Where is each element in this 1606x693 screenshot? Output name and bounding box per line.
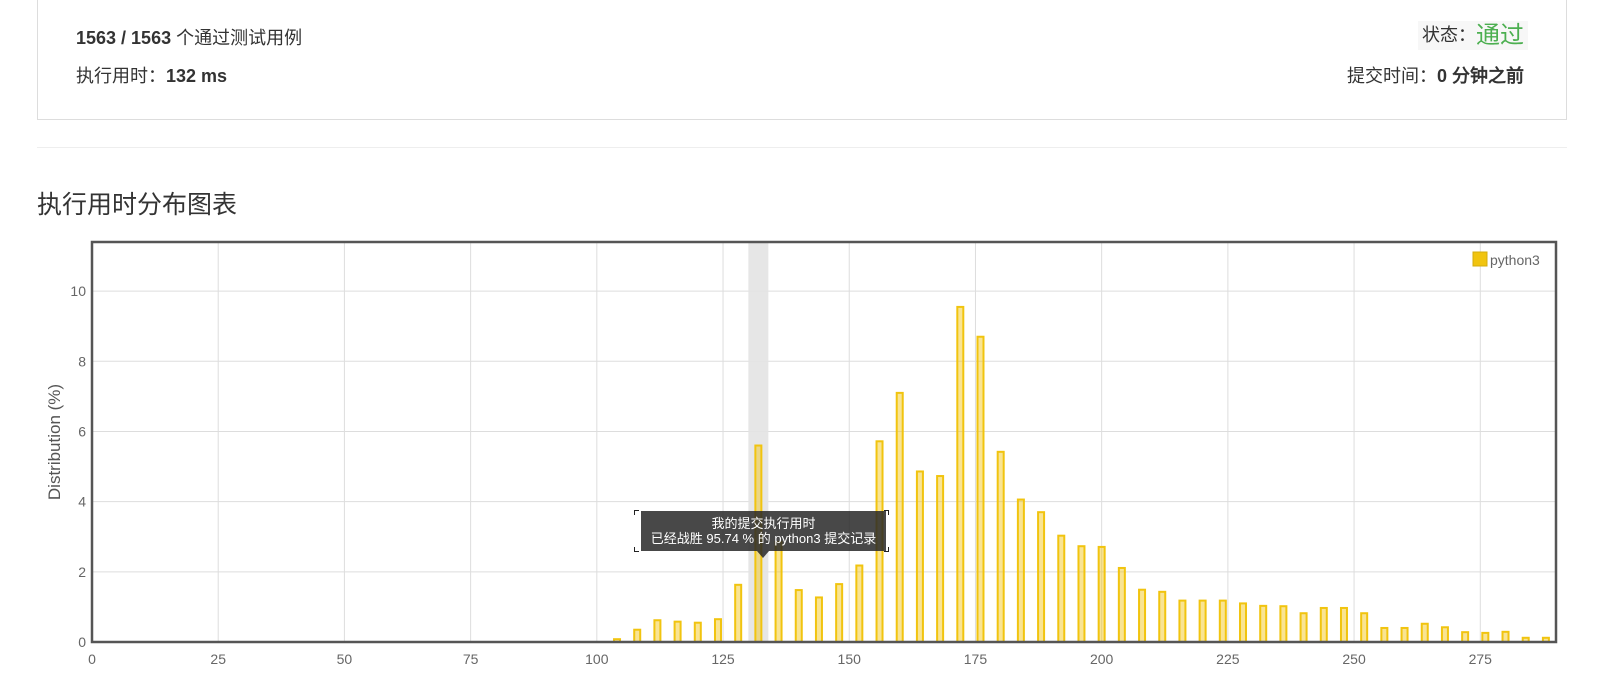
histogram-bar[interactable] bbox=[1117, 566, 1126, 643]
test-cases-passed: 1563 / 1563 个通过测试用例 bbox=[76, 26, 302, 50]
y-tick-label: 10 bbox=[70, 283, 86, 299]
histogram-bar[interactable] bbox=[1339, 606, 1348, 643]
submission-tooltip: 我的提交执行用时 已经战胜 95.74 % 的 python3 提交记录 bbox=[641, 511, 886, 551]
submit-time-label: 提交时间： bbox=[1346, 66, 1437, 86]
status-info: 状态：通过 bbox=[1418, 21, 1528, 50]
histogram-bar[interactable] bbox=[1481, 631, 1490, 644]
runtime-value: 132 ms bbox=[166, 66, 228, 86]
histogram-bar[interactable] bbox=[1299, 612, 1308, 643]
histogram-bar[interactable] bbox=[734, 583, 743, 643]
histogram-bar[interactable] bbox=[1158, 590, 1167, 643]
histogram-bar[interactable] bbox=[693, 621, 702, 643]
y-tick-label: 8 bbox=[78, 353, 86, 369]
histogram-bar[interactable] bbox=[1016, 498, 1025, 643]
submit-time-value: 0 分钟之前 bbox=[1436, 66, 1524, 86]
status-label: 状态： bbox=[1422, 25, 1476, 45]
runtime-info: 执行用时：132 ms bbox=[76, 64, 227, 88]
histogram-bar[interactable] bbox=[653, 619, 662, 643]
plot-frame bbox=[90, 240, 1558, 644]
histogram-bar[interactable] bbox=[1461, 631, 1470, 644]
histogram-bar[interactable] bbox=[1057, 534, 1066, 643]
x-tick-label: 150 bbox=[838, 651, 862, 667]
cases-passed-label: 个通过测试用例 bbox=[171, 28, 303, 48]
x-tick-label: 75 bbox=[463, 651, 479, 667]
histogram-bar[interactable] bbox=[936, 475, 945, 643]
histogram-bar[interactable] bbox=[1218, 599, 1227, 644]
submission-summary-card: 1563 / 1563 个通过测试用例 执行用时：132 ms 状态：通过 提交… bbox=[37, 0, 1567, 120]
tooltip-corner bbox=[634, 510, 639, 515]
tooltip-corner bbox=[884, 547, 889, 552]
runtime-label: 执行用时： bbox=[76, 66, 166, 86]
histogram-bar[interactable] bbox=[1037, 511, 1046, 643]
runtime-distribution-title: 执行用时分布图表 bbox=[37, 191, 238, 219]
y-axis-title: Distribution (%) bbox=[45, 384, 64, 500]
tooltip-corner bbox=[634, 547, 639, 552]
histogram-bar[interactable] bbox=[633, 628, 642, 644]
histogram-bar[interactable] bbox=[1319, 606, 1328, 643]
section-divider bbox=[37, 147, 1567, 148]
histogram-bar[interactable] bbox=[1239, 602, 1248, 643]
histogram-bar[interactable] bbox=[895, 391, 904, 643]
histogram-bar[interactable] bbox=[814, 596, 823, 644]
histogram-bar[interactable] bbox=[1279, 605, 1288, 644]
histogram-bar[interactable] bbox=[855, 564, 864, 643]
histogram-bar[interactable] bbox=[1420, 622, 1429, 644]
x-tick-label: 25 bbox=[210, 651, 226, 667]
tooltip-title: 我的提交执行用时 bbox=[711, 516, 816, 531]
histogram-bar[interactable] bbox=[956, 305, 965, 643]
histogram-bar[interactable] bbox=[835, 583, 844, 643]
x-tick-label: 50 bbox=[337, 651, 353, 667]
tooltip-arrow bbox=[757, 551, 769, 558]
tooltip-corner bbox=[884, 510, 889, 515]
histogram-bar[interactable] bbox=[1178, 599, 1187, 644]
x-tick-label: 250 bbox=[1342, 651, 1366, 667]
legend-label[interactable]: python3 bbox=[1490, 252, 1540, 268]
chart-canvas[interactable]: 0 25 50 75 100 125 150 175 200 225 250 275 0 2 4 6 8 10 Di… bbox=[0, 232, 1606, 693]
y-tick-label: 2 bbox=[78, 564, 86, 580]
histogram-bar[interactable] bbox=[1259, 604, 1268, 643]
histogram-bar[interactable] bbox=[1440, 626, 1449, 643]
x-tick-label: 175 bbox=[964, 651, 988, 667]
histogram-bar[interactable] bbox=[1360, 612, 1369, 643]
x-tick-label: 200 bbox=[1090, 651, 1114, 667]
x-tick-label: 275 bbox=[1469, 651, 1493, 667]
x-tick-label: 100 bbox=[585, 651, 609, 667]
histogram-bar[interactable] bbox=[976, 335, 985, 643]
cases-passed-count: 1563 / 1563 bbox=[76, 28, 172, 48]
y-tick-label: 6 bbox=[78, 423, 86, 439]
runtime-distribution-chart[interactable]: 0 25 50 75 100 125 150 175 200 225 250 275 0 2 4 6 8 10 Di… bbox=[0, 232, 1606, 693]
y-tick-label: 0 bbox=[78, 634, 86, 650]
histogram-bar[interactable] bbox=[673, 620, 682, 643]
legend-swatch[interactable] bbox=[1472, 251, 1488, 267]
x-tick-label: 0 bbox=[88, 651, 96, 667]
histogram-bar[interactable] bbox=[1198, 599, 1207, 644]
y-tick-label: 4 bbox=[78, 494, 86, 510]
histogram-bar[interactable] bbox=[794, 589, 803, 644]
submit-time-info: 提交时间：0 分钟之前 bbox=[1347, 64, 1524, 88]
histogram-bar[interactable] bbox=[1400, 626, 1409, 643]
histogram-bar[interactable] bbox=[915, 470, 924, 643]
histogram-bar[interactable] bbox=[713, 618, 722, 644]
x-tick-label: 225 bbox=[1216, 651, 1240, 667]
histogram-bar[interactable] bbox=[1380, 626, 1389, 643]
histogram-bar[interactable] bbox=[996, 450, 1005, 643]
x-tick-label: 125 bbox=[711, 651, 735, 667]
histogram-bar[interactable] bbox=[1097, 545, 1106, 644]
histogram-bar[interactable] bbox=[1501, 630, 1510, 643]
status-value: 通过 bbox=[1476, 22, 1524, 49]
histogram-bar[interactable] bbox=[1077, 545, 1086, 644]
histogram-bar[interactable] bbox=[1138, 588, 1147, 643]
tooltip-beat-text: 已经战胜 95.74 % 的 python3 提交记录 bbox=[650, 531, 877, 546]
histogram-bar[interactable] bbox=[774, 541, 783, 643]
